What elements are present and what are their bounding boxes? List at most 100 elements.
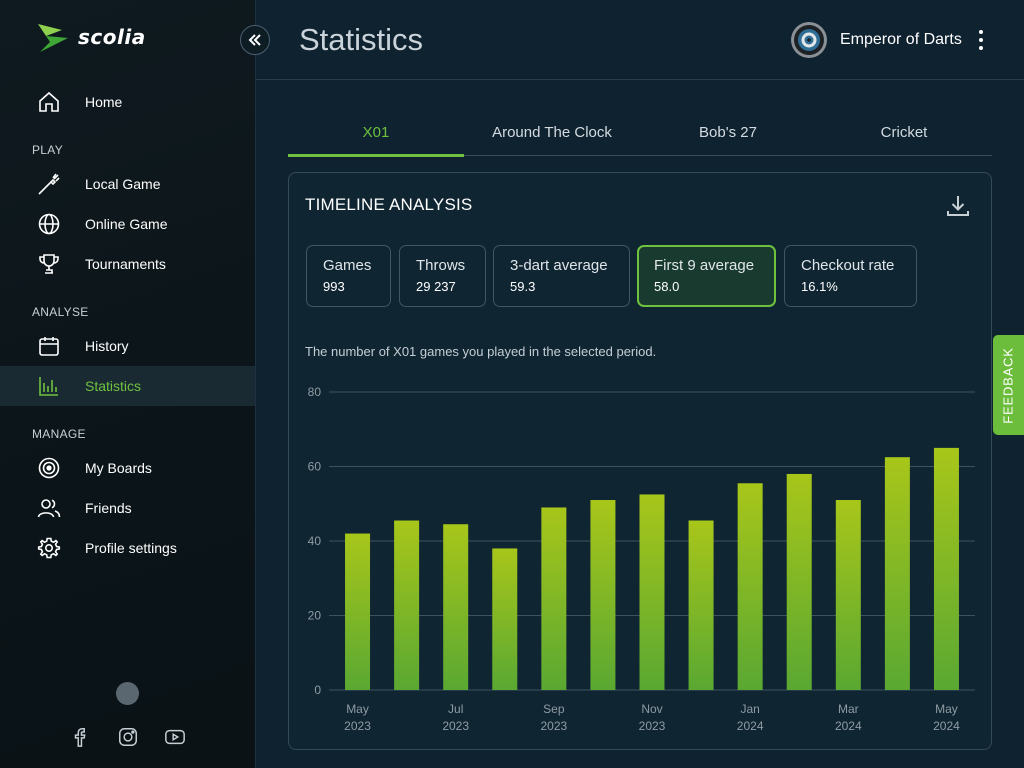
page-title: Statistics [299, 22, 424, 57]
header: Statistics Emperor of Darts [256, 0, 1024, 80]
bar-jul-2023[interactable] [443, 524, 469, 690]
chart-description: The number of X01 games you played in th… [305, 344, 657, 359]
x-tick-month: Nov [641, 702, 662, 716]
bar-apr-2024[interactable] [884, 457, 910, 690]
calendar-icon [39, 337, 59, 356]
games-bar-chart: 0 20 40 60 80 May 2023 Jul 2023 Sep 2023 Nov 2023 Jan… [308, 385, 975, 733]
sidebar-item-online-game[interactable]: Online Game [0, 204, 255, 244]
stat-card-checkout-rate[interactable]: Checkout rate 16.1% [784, 245, 917, 307]
more-options-icon[interactable] [973, 28, 989, 52]
panel-title: TIMELINE ANALYSIS [305, 195, 473, 214]
stat-name: Checkout rate [801, 257, 895, 274]
status-indicator [116, 682, 139, 705]
sidebar-item-label: Statistics [85, 378, 142, 394]
stat-name: Games [323, 257, 372, 274]
y-tick-label: 40 [308, 534, 322, 548]
x-tick-year: 2024 [737, 719, 764, 733]
sidebar-item-history[interactable]: History [0, 326, 255, 366]
stat-value: 16.1% [801, 279, 838, 294]
stat-card-games[interactable]: Games 993 [306, 245, 391, 307]
bar-jan-2024[interactable] [737, 483, 763, 690]
sidebar-item-friends[interactable]: Friends [0, 488, 255, 528]
download-icon[interactable] [945, 193, 971, 219]
sidebar-item-label: History [85, 338, 129, 354]
bar-aug-2023[interactable] [492, 548, 518, 690]
stat-value: 59.3 [510, 279, 536, 294]
stat-value: 29 237 [416, 279, 456, 294]
x-tick-year: 2023 [639, 719, 666, 733]
youtube-icon[interactable] [164, 726, 186, 748]
sidebar-item-label: Tournaments [85, 256, 166, 272]
bar-feb-2024[interactable] [786, 473, 812, 690]
gear-icon [37, 537, 61, 559]
y-tick-label: 20 [308, 609, 322, 623]
home-icon [39, 91, 59, 112]
section-label-manage: MANAGE [32, 427, 86, 441]
sidebar-item-label: Online Game [85, 216, 168, 232]
brand-name: scolia [78, 25, 146, 49]
tab-around-the-clock[interactable]: Around The Clock [492, 124, 612, 141]
tab-bobs-27[interactable]: Bob's 27 [699, 124, 757, 141]
sidebar-item-local-game[interactable]: Local Game [0, 164, 255, 204]
stat-card-throws[interactable]: Throws 29 237 [399, 245, 486, 307]
x-tick-month: Mar [838, 702, 859, 716]
section-label-play: PLAY [32, 143, 63, 157]
x-tick-year: 2023 [540, 719, 567, 733]
stat-card-3-dart-average[interactable]: 3-dart average 59.3 [493, 245, 630, 307]
users-icon [37, 499, 61, 518]
section-label-analyse: ANALYSE [32, 305, 89, 319]
sidebar: scolia Home PLAY Local Game Online Game … [0, 0, 256, 768]
bar-mar-2024[interactable] [835, 500, 861, 690]
bar-dec-2023[interactable] [688, 520, 714, 690]
stat-name: 3-dart average [510, 257, 608, 274]
feedback-button[interactable]: FEEDBACK [993, 335, 1024, 435]
stat-value: 58.0 [654, 279, 680, 294]
sidebar-item-label: Profile settings [85, 540, 177, 556]
stat-name: Throws [416, 257, 466, 274]
trophy-icon [39, 254, 59, 274]
avatar[interactable] [790, 21, 828, 59]
bar-oct-2023[interactable] [590, 500, 616, 690]
logo[interactable]: scolia [36, 20, 146, 54]
sidebar-item-tournaments[interactable]: Tournaments [0, 244, 255, 284]
game-mode-tabs: X01 Around The Clock Bob's 27 Cricket [288, 112, 992, 157]
bar-may-2024[interactable] [933, 447, 959, 690]
y-tick-label: 80 [308, 385, 322, 399]
bar-nov-2023[interactable] [639, 494, 665, 690]
stat-card-first-9-average[interactable]: First 9 average 58.0 [637, 245, 776, 307]
x-tick-year: 2023 [344, 719, 371, 733]
tab-x01[interactable]: X01 [288, 112, 464, 157]
x-tick-month: Sep [543, 702, 565, 716]
dart-icon [38, 173, 60, 195]
collapse-sidebar-button[interactable] [240, 25, 270, 55]
sidebar-item-label: Local Game [85, 176, 161, 192]
x-tick-month: May [346, 702, 369, 716]
tab-cricket[interactable]: Cricket [880, 124, 928, 141]
sidebar-item-label: Home [85, 94, 123, 110]
globe-icon [38, 213, 60, 235]
facebook-icon[interactable] [70, 726, 92, 748]
bar-may-2023[interactable] [345, 533, 371, 690]
sidebar-item-home[interactable]: Home [0, 82, 255, 122]
sidebar-item-label: My Boards [85, 460, 152, 476]
bar-sep-2023[interactable] [541, 507, 567, 690]
stat-value: 993 [323, 279, 345, 294]
feedback-label: FEEDBACK [1001, 346, 1017, 424]
instagram-icon[interactable] [117, 726, 139, 748]
x-tick-month: May [935, 702, 958, 716]
bar-jun-2023[interactable] [394, 520, 420, 690]
double-chevron-left-icon [248, 34, 261, 46]
y-tick-label: 0 [314, 683, 321, 697]
target-icon [38, 457, 60, 479]
bar-chart-icon [39, 377, 58, 396]
x-tick-year: 2024 [933, 719, 960, 733]
user-name[interactable]: Emperor of Darts [840, 31, 962, 48]
x-tick-year: 2023 [442, 719, 469, 733]
x-tick-month: Jan [740, 702, 759, 716]
y-tick-label: 60 [308, 460, 322, 474]
sidebar-item-statistics[interactable]: Statistics [0, 366, 255, 406]
scolia-logo-icon [38, 24, 68, 52]
sidebar-item-my-boards[interactable]: My Boards [0, 448, 255, 488]
x-tick-month: Jul [448, 702, 463, 716]
sidebar-item-profile-settings[interactable]: Profile settings [0, 528, 255, 568]
